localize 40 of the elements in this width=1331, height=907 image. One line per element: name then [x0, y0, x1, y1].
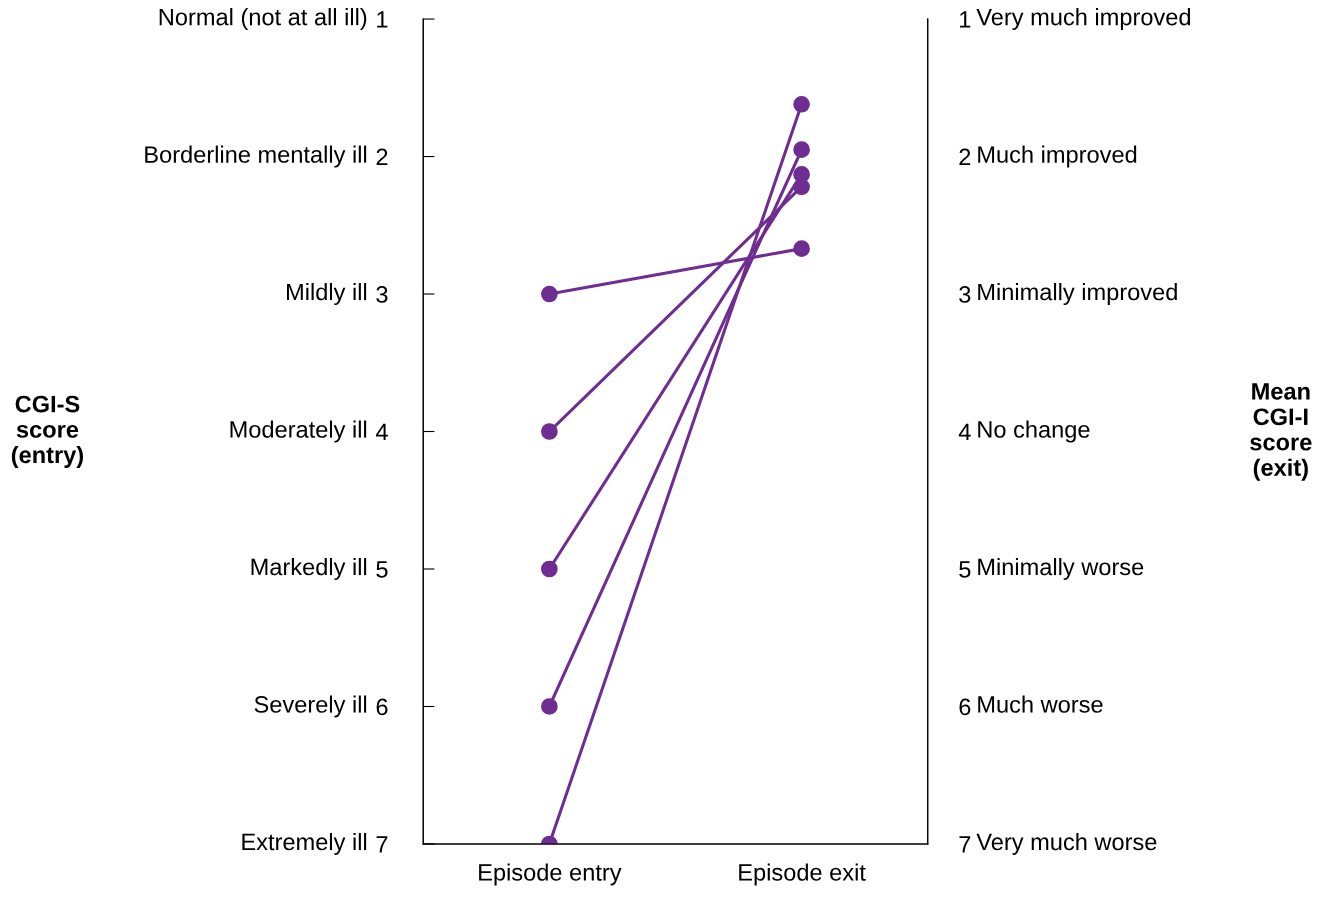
x-tick-label: Episode exit — [739, 863, 866, 886]
y2-tick-label: 7 — [959, 836, 971, 853]
text: Minimally improved — [978, 283, 1177, 306]
text: Very much improved — [976, 8, 1191, 31]
y-tick-label: 1 — [377, 11, 388, 28]
point — [793, 95, 810, 113]
y-tick-label: 2 — [376, 148, 388, 166]
text: Much worse — [978, 695, 1103, 713]
y2-tick-label: 6 — [959, 698, 971, 716]
text: Severely ill — [254, 695, 367, 718]
y-tick-label: 5 — [376, 561, 388, 578]
text: Mean CGI-I score (exit) — [1250, 383, 1312, 481]
point — [793, 141, 810, 158]
text: Moderately ill — [230, 420, 367, 443]
text: Markedly ill — [251, 557, 367, 580]
text: Very much worse — [976, 832, 1157, 855]
point — [793, 240, 810, 257]
text: Borderline mentally ill — [145, 145, 367, 168]
y-tick-label: 3 — [376, 286, 388, 303]
y2-tick-label: 2 — [959, 148, 971, 166]
point — [541, 423, 558, 440]
y-tick-label: 4 — [375, 423, 388, 441]
text: Normal (not at all ill) — [159, 8, 367, 31]
text: Mildly ill — [287, 283, 367, 306]
y-tick-label: 6 — [376, 698, 388, 716]
point — [541, 285, 558, 303]
x-tick-label: Episode entry — [479, 863, 622, 886]
text: Much improved — [978, 145, 1137, 168]
y2-tick-label: 5 — [959, 561, 971, 578]
text: Minimally worse — [978, 557, 1144, 580]
y-tick-label: 7 — [376, 836, 388, 853]
point — [541, 560, 558, 578]
text: Extremely ill — [242, 832, 367, 855]
y2-tick-label: 1 — [960, 11, 971, 28]
text: No change — [978, 420, 1090, 443]
y2-tick-label: 3 — [959, 286, 971, 303]
point — [793, 166, 810, 183]
point — [541, 698, 558, 715]
text: CGI-S score (entry) — [11, 395, 83, 468]
y2-tick-label: 4 — [958, 423, 971, 441]
